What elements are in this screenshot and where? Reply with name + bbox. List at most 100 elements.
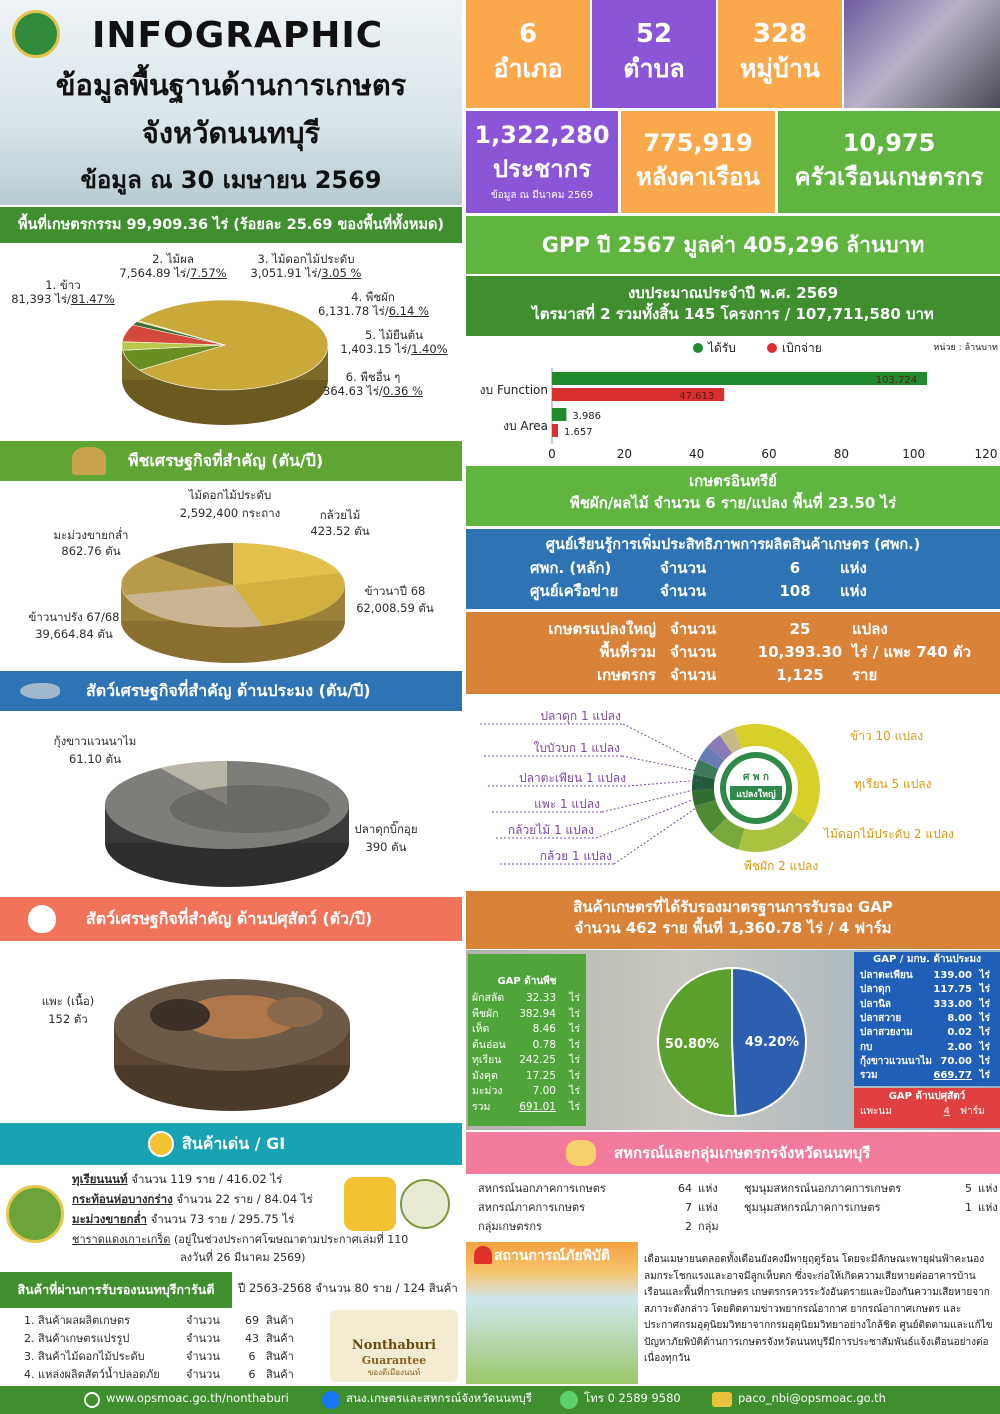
metro-train-photo: [844, 0, 1000, 108]
bar-spent-function: [552, 388, 725, 401]
coop-title: สหกรณ์และกลุ่มเกษตรกรจังหวัดนนทบุรี: [614, 1144, 871, 1162]
stat-tambon-label: ตำบล: [623, 54, 685, 83]
donut-slice: [710, 817, 745, 850]
fish-item-catfish-name: ปลาดุกบิ๊กอุย: [354, 822, 418, 836]
agri-item-fruit: 2. ไม้ผล 7,564.89 ไร่/7.57%: [118, 252, 228, 281]
guarantee-heading-bar: สินค้าที่ผ่านการรับรองนนทบุรีการันตี: [0, 1272, 232, 1308]
fishery-heading: สัตว์เศรษฐกิจที่สำคัญ ด้านประมง (ตัน/ปี): [86, 681, 371, 700]
guarantee-row-num: 69: [245, 1314, 259, 1327]
large-plot-cell: พื้นที่รวม: [599, 643, 656, 661]
gap-fish-value: 139.00: [933, 970, 972, 981]
gap-plant-title: GAP ด้านพืช: [497, 976, 557, 987]
disaster-section: สถานการณ์ภัยพิบัติ เดือนเมษายนตลอดทั้งเด…: [466, 1242, 1000, 1384]
coop-cell: สหกรณ์ภาคการเกษตร: [478, 1201, 585, 1214]
gap-heading-bar: สินค้าเกษตรที่ได้รับรองมาตรฐานการรับรอง …: [466, 891, 1000, 949]
gap-plant-row: ผักสลัด 32.33 ไร่: [472, 992, 580, 1005]
large-plot-donut-panel: ศ พ ก แปลงใหญ่ ข้าว 10 แปลง ทุเรียน 5 แปล…: [466, 694, 1000, 888]
page-title: INFOGRAPHIC: [92, 15, 384, 56]
coop-cell: แห่ง: [978, 1201, 998, 1214]
agri-item-perennial-value: 1,403.15 ไร่/: [340, 341, 412, 356]
stat-village-value: 328: [752, 19, 808, 49]
legend-dot: [693, 343, 703, 353]
donut-leader: [613, 803, 703, 865]
disaster-title: สถานการณ์ภัยพิบัติ: [494, 1248, 610, 1264]
donut-slice: [738, 811, 810, 852]
large-plot-cell: 1,125: [776, 666, 824, 684]
gap-plant-unit: ไร่: [569, 1023, 580, 1035]
footer-mail[interactable]: paco_nbi@opsmoac.go.th: [738, 1391, 886, 1405]
gap-fish-unit: ไร่: [979, 1055, 990, 1067]
gap-pie-label: 49.20%: [745, 1035, 799, 1050]
gap-plant-name: รวม: [472, 1100, 491, 1113]
large-plot-cell: ไร่ / แพะ 740 ตัว: [852, 643, 972, 661]
coop-heading-bar: สหกรณ์และกลุ่มเกษตรกรจังหวัดนนทบุรี: [466, 1132, 1000, 1174]
gap-livestock-panel: GAP ด้านปศุสัตว์ แพะนม 4 ฟาร์ม: [854, 1088, 1000, 1128]
livestock-item-goat-value: 152 ตัว: [48, 1011, 88, 1026]
gap-fish-unit: ไร่: [979, 1027, 990, 1039]
agri-area-pie: [121, 299, 329, 425]
farmer-icon: [72, 447, 106, 475]
guarantee-summary: ปี 2563-2568 จำนวน 80 ราย / 124 สินค้า: [238, 1281, 458, 1295]
coop-cell: 1: [965, 1201, 972, 1214]
gap-section: GAP ด้านพืช ผักสลัด 32.33 ไร่ พืชผัก 382.94 ไ…: [466, 950, 1000, 1130]
guarantee-row-num: 6: [248, 1350, 256, 1363]
livestock-item-goat-name: แพะ (เนื้อ): [41, 994, 95, 1008]
gi-item-santol: กระท้อนห่อบางกร่าง จำนวน 22 ราย / 84.04 …: [72, 1192, 313, 1207]
gi-item-durian-detail: จำนวน 119 ราย / 416.02 ไร่: [127, 1172, 283, 1186]
donut-slice: [719, 727, 742, 754]
learning-cell: แห่ง: [840, 582, 867, 600]
agri-area-section: 1. ข้าว 81,393 ไร่/81.47% 2. ไม้ผล 7,564…: [0, 243, 462, 440]
gi-heading-bar: สินค้าเด่น / GI: [0, 1123, 462, 1165]
agri-item-rice-pct: 81.47%: [70, 291, 115, 306]
crop-item-ornamental: ไม้ดอกไม้ประดับ 2,592,400 กระถาง: [160, 488, 300, 521]
agri-item-fruit-name: 2. ไม้ผล: [152, 252, 194, 266]
gap-plant-unit: ไร่: [569, 1054, 580, 1066]
footer-web[interactable]: www.opsmoac.go.th/nonthaburi: [106, 1391, 289, 1405]
large-plot-cell: 10,393.30: [757, 643, 843, 661]
donut-slice: [693, 759, 719, 780]
agri-item-perennial-name: 5. ไม้ยืนต้น: [365, 328, 423, 342]
agri-pie-slice: [137, 299, 329, 391]
gap-plant-row: มะม่วง 7.00 ไร่: [472, 1085, 580, 1098]
crop-item-mango-name: มะม่วงขายกล่ำ: [53, 528, 129, 542]
coop-cell: [978, 1220, 1000, 1233]
header-panel: INFOGRAPHIC ข้อมูลพื้นฐานด้านการเกษตร จั…: [0, 0, 462, 205]
guarantee-row: 3. สินค้าไม้ดอกไม้ประดับ จำนวน 6 สินค้า: [24, 1350, 294, 1363]
legend-label: เบิกจ่าย: [782, 341, 822, 355]
gap-pie: 50.80% 49.20%: [657, 966, 807, 1117]
guarantee-row-name: 4. แหล่งผลิตสัตว์น้ำปลอดภัย: [24, 1368, 160, 1381]
gap-plant-value: 17.25: [525, 1069, 556, 1082]
gap-fish-value: 8.00: [947, 1012, 972, 1024]
gi-item-tea: ชาราดแดงเกาะเกร็ด (อยู่ในช่วงประกาศโฆษณา…: [72, 1233, 408, 1246]
learning-title: ศูนย์เรียนรู้การเพิ่มประสิทธิภาพการผลิตส…: [545, 537, 921, 553]
donut-slice: [694, 799, 727, 834]
disaster-illustration: สถานการณ์ภัยพิบัติ: [466, 1242, 638, 1384]
bar-spent-area: [552, 424, 558, 437]
agri-item-vegetable-name: 4. พืชผัก: [351, 290, 395, 304]
gap-plant-value: 8.46: [532, 1023, 556, 1035]
coop-row: สหกรณ์นอกภาคการเกษตร 64 แห่ง ชุมนุมสหกรณ์นอ…: [478, 1182, 1000, 1195]
donut-label-left: ปลาตะเพียน 1 แปลง: [519, 771, 626, 785]
bar-value-label: 3.986: [572, 411, 601, 422]
footer-phone[interactable]: โทร 0 2589 9580: [584, 1391, 681, 1405]
gi-product-images: [344, 1177, 454, 1233]
stat-households: 775,919 หลังคาเรือน: [621, 111, 775, 213]
donut-label-left: แพะ 1 แปลง: [534, 797, 600, 811]
footer-facebook[interactable]: สนง.เกษตรและสหกรณ์จังหวัดนนทบุรี: [346, 1391, 532, 1405]
gap-plant-unit: ไร่: [569, 1007, 580, 1020]
phone-icon: [560, 1391, 578, 1409]
agri-area-heading-bar: พื้นที่เกษตรกรรม 99,909.36 ไร่ (ร้อยละ 2…: [0, 207, 462, 243]
gap-plant-row: เห็ด 8.46 ไร่: [472, 1023, 580, 1036]
organic-bar: เกษตรอินทรีย์ พืชผัก/ผลไม้ จำนวน 6 ราย/แ…: [466, 466, 1000, 526]
gap-fish-row: รวม 669.77 ไร่: [860, 1070, 990, 1082]
livestock-item-goat: แพะ (เนื้อ) 152 ตัว: [28, 994, 108, 1027]
stat-farm-households-label: ครัวเรือนเกษตรกร: [794, 162, 984, 191]
chart-unit-note: หน่วย : ล้านบาท: [933, 342, 998, 353]
donut-leader: [601, 787, 703, 813]
crop-item-offseason-rice: ข้าวนาปรัง 67/68 39,664.84 ตัน: [14, 610, 134, 642]
bar-value-label: 103.724: [876, 375, 917, 386]
stat-households-value: 775,919: [643, 128, 753, 157]
fish-item-shrimp-name: กุ้งขาวแวนนาไม: [53, 734, 137, 748]
guarantee-row-name: 2. สินค้าเกษตรแปรรูป: [24, 1332, 130, 1345]
gap-fish-row: ปลาสวาย 8.00 ไร่: [860, 1013, 990, 1025]
